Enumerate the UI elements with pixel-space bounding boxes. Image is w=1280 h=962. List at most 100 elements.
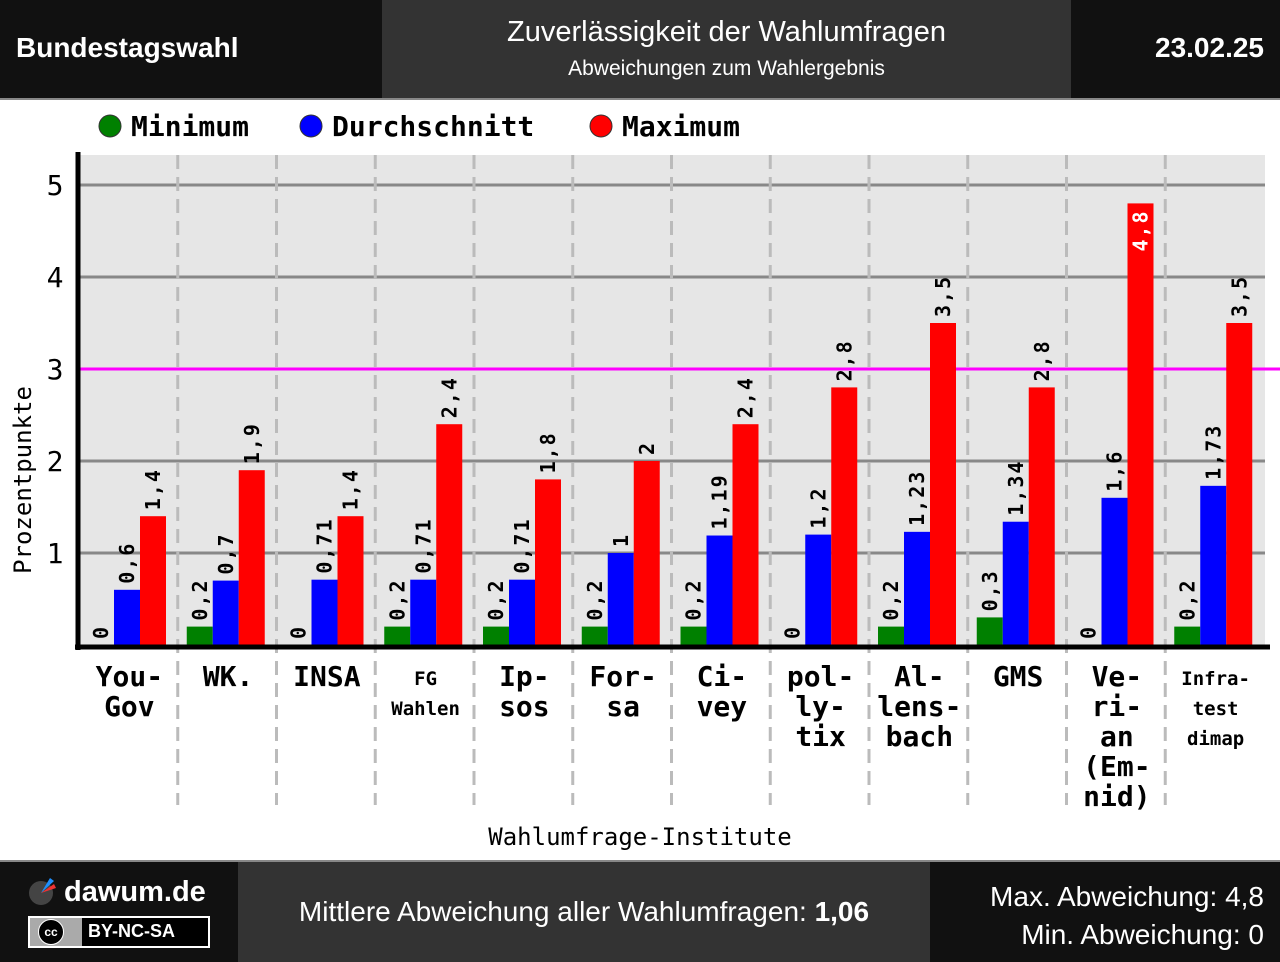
- data-label: 0,7: [214, 532, 238, 574]
- bar-durchschnitt: [311, 579, 338, 645]
- x-tick-label: INSA: [293, 660, 361, 693]
- legend-marker-icon: [589, 114, 613, 138]
- x-tick-label: sos: [499, 690, 550, 723]
- bar-maximum: [337, 516, 364, 645]
- x-tick-label: WK.: [203, 660, 254, 693]
- bar-minimum: [186, 626, 213, 645]
- data-label: 1,34: [1004, 460, 1028, 516]
- data-label: 0,2: [484, 578, 508, 620]
- bar-durchschnitt: [904, 531, 930, 645]
- data-label: 0: [780, 625, 804, 639]
- bar-maximum: [831, 387, 858, 645]
- bar-durchschnitt: [1002, 521, 1029, 645]
- x-tick-label: an: [1100, 720, 1134, 753]
- site-name[interactable]: dawum.de: [64, 876, 206, 908]
- y-tick-label: 3: [47, 353, 64, 386]
- x-tick-label: nid): [1083, 780, 1150, 813]
- data-label: 2,8: [1030, 339, 1054, 381]
- x-tick-label: dimap: [1187, 728, 1244, 750]
- data-label: 0,6: [115, 542, 139, 584]
- x-tick-label: test: [1193, 698, 1239, 720]
- x-tick-label: ri-: [1092, 690, 1143, 723]
- data-label: 0,2: [682, 578, 706, 620]
- mean-label: Mittlere Abweichung aller Wahlumfragen:: [298, 896, 815, 927]
- chart: Minimum Durchschnitt Maximum 1 2 3 4 5 0 0,6 1,4 Yo…: [9, 110, 1280, 851]
- x-tick-label: Ip-: [499, 660, 550, 693]
- data-label: 3,5: [1227, 275, 1251, 317]
- x-tick-label: bach: [886, 720, 953, 753]
- x-axis-title: Wahlumfrage-Institute: [488, 823, 791, 851]
- data-label: 1,4: [339, 468, 363, 510]
- x-tick-label: Ci-: [697, 660, 748, 693]
- data-label: 1,6: [1103, 450, 1127, 492]
- bar-durchschnitt: [212, 580, 239, 645]
- y-tick-label: 1: [47, 537, 64, 570]
- x-tick-label: For-: [589, 660, 656, 693]
- x-tick-label: lens-: [877, 690, 961, 723]
- legend-label: Minimum: [131, 110, 249, 143]
- header-title-block: Zuverlässigkeit der Wahlumfragen Abweich…: [382, 0, 1071, 98]
- x-tick-label: Gov: [104, 690, 155, 723]
- data-label: 2,4: [734, 376, 758, 418]
- mean-deviation: Mittlere Abweichung aller Wahlumfragen: …: [238, 862, 930, 962]
- data-label: 0,2: [879, 578, 903, 620]
- data-label: 0: [287, 625, 311, 639]
- bar-maximum: [1028, 387, 1055, 645]
- bar-maximum: [633, 461, 660, 645]
- data-label: 4,8: [1129, 209, 1153, 251]
- bar-maximum: [140, 516, 166, 645]
- bar-maximum: [238, 470, 265, 645]
- dawum-logo-icon: [29, 878, 56, 905]
- x-tick-label: GMS: [993, 660, 1044, 693]
- bar-maximum: [1127, 203, 1154, 645]
- legend-marker-icon: [299, 114, 323, 138]
- y-tick-label: 4: [47, 261, 64, 294]
- x-tick-label: ly-: [795, 690, 846, 723]
- legend-label: Durchschnitt: [332, 110, 534, 143]
- bar-maximum: [436, 424, 463, 645]
- data-label: 2: [635, 441, 659, 455]
- bar-minimum: [384, 626, 411, 645]
- license-text: BY-NC-SA: [88, 921, 176, 941]
- x-tick-label: Wahlen: [391, 698, 460, 720]
- bar-durchschnitt: [410, 579, 437, 645]
- data-label: 0,71: [313, 518, 337, 574]
- data-label: 0,2: [188, 578, 212, 620]
- bar-durchschnitt: [706, 535, 733, 645]
- bar-minimum: [680, 626, 707, 645]
- y-axis-title: Prozentpunkte: [9, 386, 37, 574]
- bar-minimum: [1174, 626, 1201, 645]
- data-label: 2,8: [832, 339, 856, 381]
- bar-durchschnitt: [114, 589, 140, 645]
- legend-label: Maximum: [622, 110, 740, 143]
- y-tick-label: 2: [47, 445, 64, 478]
- header-date: 23.02.25: [1155, 32, 1264, 63]
- x-tick-label: (Em-: [1083, 750, 1150, 783]
- data-label: 1,4: [141, 468, 165, 510]
- bar-durchschnitt: [1200, 485, 1227, 645]
- x-tick-label: Ve-: [1092, 660, 1143, 693]
- bar-minimum: [483, 626, 509, 645]
- data-label: 0,71: [510, 518, 534, 574]
- y-tick-label: 5: [47, 169, 64, 202]
- data-label: 1,8: [536, 431, 560, 473]
- bar-durchschnitt: [509, 579, 535, 645]
- legend-marker-icon: [98, 114, 122, 138]
- data-label: 0,71: [411, 518, 435, 574]
- bar-durchschnitt: [1101, 497, 1128, 645]
- data-label: 0,2: [385, 578, 409, 620]
- bar-durchschnitt: [805, 534, 832, 645]
- bar-durchschnitt: [607, 553, 634, 645]
- license-badge[interactable]: cc BY-NC-SA: [28, 916, 210, 948]
- data-label: 0: [1077, 625, 1101, 639]
- data-label: 1,2: [806, 486, 830, 528]
- mean-value: 1,06: [814, 896, 870, 927]
- data-label: 1,19: [708, 473, 732, 529]
- bar-minimum: [976, 617, 1003, 645]
- x-tick-label: FG: [414, 668, 437, 690]
- data-label: 3,5: [931, 275, 955, 317]
- x-tick-label: sa: [606, 690, 640, 723]
- data-label: 2,4: [437, 376, 461, 418]
- min-deviation: Min. Abweichung: 0: [1021, 919, 1264, 950]
- x-tick-label: pol-: [787, 660, 854, 693]
